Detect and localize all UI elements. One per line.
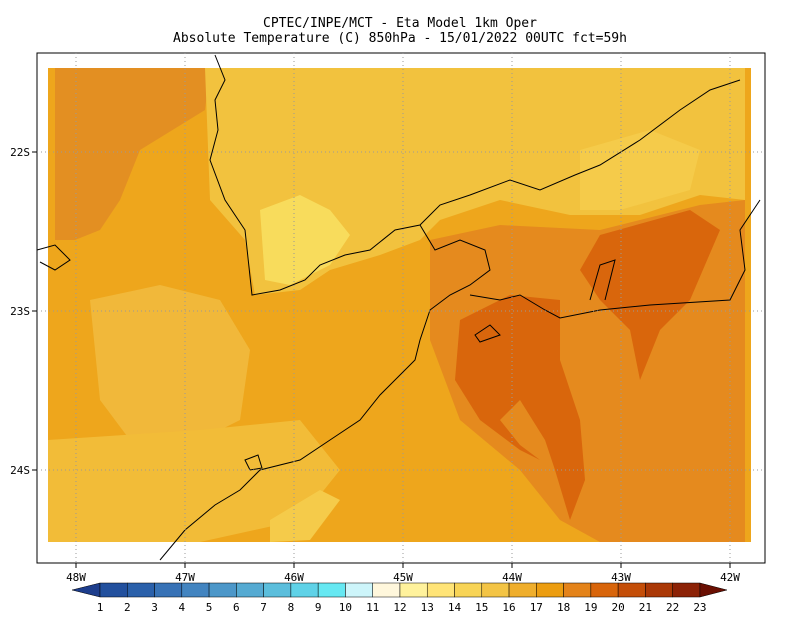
temperature-field	[48, 68, 751, 542]
lon-label: 46W	[284, 571, 304, 584]
colorbar-label: 14	[448, 601, 462, 614]
colorbar-label: 5	[206, 601, 213, 614]
field-hot-patch	[580, 210, 720, 380]
colorbar-box	[99, 582, 128, 598]
state-border	[209, 54, 741, 296]
field-hot-patch	[455, 295, 585, 520]
field-mild-patch	[580, 130, 700, 210]
lon-label: 48W	[66, 571, 86, 584]
colorbar-box	[399, 582, 428, 598]
colorbar-arrow	[699, 582, 728, 598]
colorbar-label: 11	[366, 601, 379, 614]
colorbar-box	[236, 582, 264, 598]
colorbar-arrow	[71, 582, 101, 598]
lat-label: 23S	[10, 305, 30, 318]
colorbar-box	[563, 582, 592, 598]
field-mild-patch	[90, 285, 250, 440]
colorbar-label: 8	[288, 601, 295, 614]
title-line: Absolute Temperature (C) 850hPa - 15/01/…	[173, 31, 627, 46]
field-mild-patch	[270, 490, 340, 542]
colorbar-label: 3	[151, 601, 158, 614]
lon-label: 44W	[502, 571, 522, 584]
colorbar-box	[645, 582, 673, 598]
colorbar-box	[127, 582, 155, 598]
colorbar-label: 12	[393, 601, 406, 614]
colorbar-label: 2	[124, 601, 131, 614]
coastline	[159, 224, 491, 561]
boundaries	[36, 54, 761, 561]
colorbar-box	[345, 582, 373, 598]
colorbar-box	[181, 582, 210, 598]
colorbar-box	[208, 582, 237, 598]
colorbar-label: 1	[97, 601, 104, 614]
colorbar: 1 2 3 4 5 6 7 8 9 10 11 12 13 14 15 16 17 18 19 20 21 22 23	[71, 582, 728, 614]
lon-label: 42W	[720, 571, 740, 584]
island	[244, 454, 263, 471]
lat-label: 22S	[10, 146, 30, 159]
colorbar-label: 21	[639, 601, 652, 614]
colorbar-label: 18	[557, 601, 570, 614]
colorbar-label: 19	[584, 601, 597, 614]
colorbar-box	[290, 582, 319, 598]
title-line: CPTEC/INPE/MCT - Eta Model 1km Oper	[263, 16, 537, 31]
colorbar-box	[454, 582, 483, 598]
coastline	[36, 244, 71, 271]
colorbar-label: 15	[475, 601, 488, 614]
lon-label: 43W	[611, 571, 631, 584]
colorbar-box	[154, 582, 183, 598]
colorbar-box	[426, 582, 455, 598]
colorbar-label: 22	[666, 601, 679, 614]
colorbar-box	[508, 582, 537, 598]
colorbar-box	[263, 582, 292, 598]
colorbar-box	[672, 582, 701, 598]
lon-label: 47W	[175, 571, 195, 584]
colorbar-box	[481, 582, 510, 598]
lat-label: 24S	[10, 464, 30, 477]
colorbar-label: 7	[260, 601, 267, 614]
colorbar-label: 20	[612, 601, 625, 614]
colorbar-box	[372, 582, 401, 598]
graticule: 48W 47W 46W 45W 44W 43W 42W 22S 23S 24S	[10, 53, 765, 584]
island	[474, 324, 501, 343]
colorbar-label: 10	[339, 601, 352, 614]
lagoon	[589, 259, 616, 301]
colorbar-label: 6	[233, 601, 240, 614]
colorbar-box	[536, 582, 564, 598]
colorbar-box	[590, 582, 619, 598]
coastline	[469, 199, 761, 319]
colorbar-label: 9	[315, 601, 322, 614]
colorbar-label: 17	[530, 601, 543, 614]
field-mild-patch	[48, 420, 340, 542]
colorbar-box	[317, 582, 346, 598]
colorbar-label: 4	[178, 601, 185, 614]
colorbar-label: 13	[421, 601, 434, 614]
field-warm-patch	[55, 68, 210, 240]
colorbar-label: 16	[502, 601, 515, 614]
colorbar-box	[617, 582, 646, 598]
lon-label: 45W	[393, 571, 413, 584]
colorbar-label: 23	[693, 601, 706, 614]
